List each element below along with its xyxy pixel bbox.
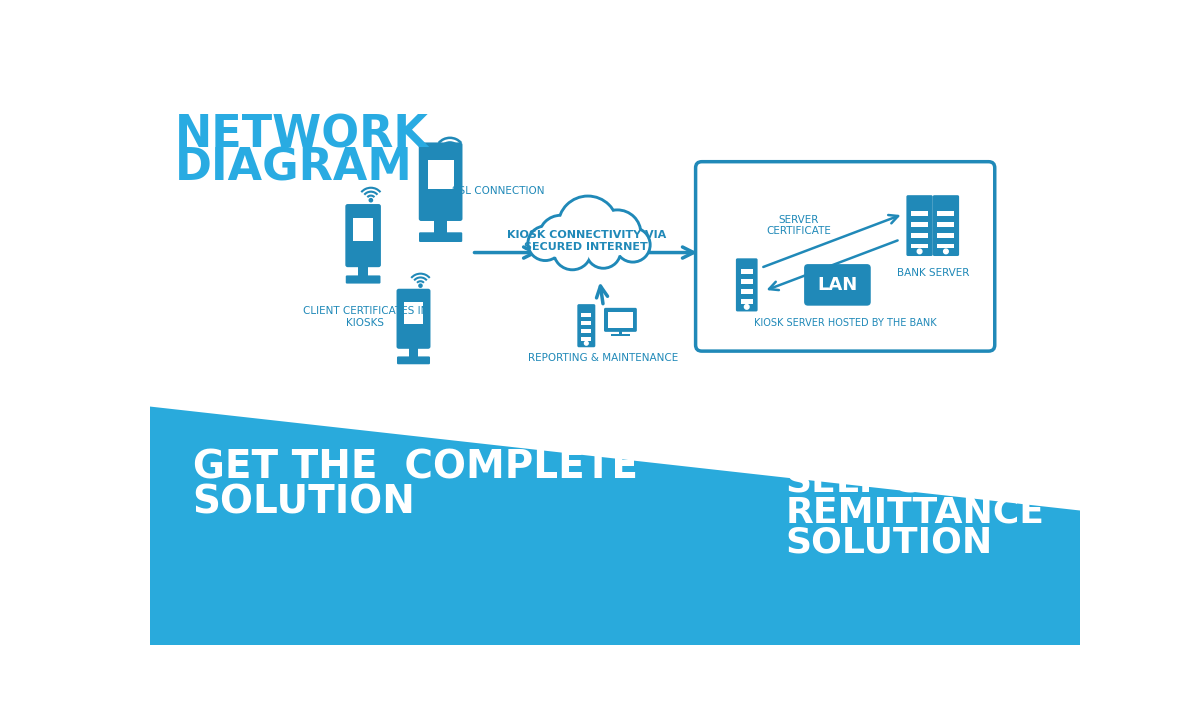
- Bar: [911, 233, 928, 238]
- Bar: [358, 263, 368, 276]
- Bar: [581, 329, 592, 333]
- Bar: [403, 302, 424, 324]
- Bar: [608, 312, 632, 328]
- Circle shape: [528, 226, 563, 260]
- Bar: [937, 222, 954, 227]
- Bar: [911, 222, 928, 227]
- Circle shape: [588, 235, 619, 267]
- Polygon shape: [150, 407, 1080, 645]
- Circle shape: [448, 151, 452, 154]
- Circle shape: [554, 233, 590, 268]
- Text: KIOSK CONNECTIVITY VIA
SECURED INTERNET: KIOSK CONNECTIVITY VIA SECURED INTERNET: [506, 231, 666, 252]
- Circle shape: [584, 341, 588, 345]
- Text: SOLUTION: SOLUTION: [786, 526, 992, 560]
- FancyBboxPatch shape: [346, 204, 380, 268]
- Text: REPORTING & MAINTENANCE: REPORTING & MAINTENANCE: [528, 352, 678, 362]
- Text: wavetec·: wavetec·: [786, 445, 860, 463]
- Text: SOLUTION: SOLUTION: [193, 484, 415, 521]
- FancyBboxPatch shape: [419, 232, 462, 242]
- Bar: [427, 160, 454, 189]
- Text: REMITTANCE: REMITTANCE: [786, 495, 1044, 529]
- Circle shape: [594, 210, 641, 257]
- Bar: [937, 212, 954, 216]
- Bar: [611, 334, 630, 336]
- Text: NETWORK: NETWORK: [175, 114, 428, 157]
- Bar: [618, 331, 623, 335]
- FancyBboxPatch shape: [396, 289, 431, 349]
- Bar: [740, 289, 752, 294]
- Circle shape: [370, 199, 372, 202]
- Text: SERVER
CERTIFICATE: SERVER CERTIFICATE: [767, 215, 832, 236]
- Bar: [581, 337, 592, 341]
- Bar: [937, 244, 954, 249]
- FancyBboxPatch shape: [604, 308, 637, 332]
- Circle shape: [587, 234, 620, 268]
- Text: GET THE  COMPLETE: GET THE COMPLETE: [193, 449, 637, 487]
- Text: SELF-SERVICE: SELF-SERVICE: [786, 464, 1069, 498]
- FancyBboxPatch shape: [346, 276, 380, 283]
- Circle shape: [616, 228, 650, 262]
- Text: BANK SERVER: BANK SERVER: [896, 268, 968, 278]
- Bar: [740, 299, 752, 304]
- Circle shape: [744, 304, 749, 309]
- Bar: [937, 233, 954, 238]
- Circle shape: [529, 228, 562, 259]
- Bar: [581, 321, 592, 325]
- Circle shape: [419, 284, 422, 287]
- FancyBboxPatch shape: [736, 258, 757, 312]
- Circle shape: [559, 197, 616, 254]
- FancyBboxPatch shape: [397, 357, 430, 364]
- Text: CLIENT CERTIFICATES IN
KIOSKS: CLIENT CERTIFICATES IN KIOSKS: [302, 307, 428, 328]
- Circle shape: [540, 217, 581, 257]
- Circle shape: [943, 249, 948, 254]
- Circle shape: [558, 196, 617, 255]
- FancyBboxPatch shape: [696, 162, 995, 351]
- FancyBboxPatch shape: [419, 142, 462, 221]
- Bar: [740, 269, 752, 274]
- Bar: [581, 313, 592, 317]
- FancyBboxPatch shape: [932, 195, 959, 256]
- Circle shape: [553, 233, 590, 270]
- Bar: [740, 279, 752, 283]
- Text: SSL CONNECTION: SSL CONNECTION: [452, 186, 545, 196]
- Circle shape: [617, 229, 649, 260]
- Bar: [434, 217, 448, 233]
- Text: LAN: LAN: [817, 276, 858, 294]
- FancyBboxPatch shape: [906, 195, 932, 256]
- Circle shape: [917, 249, 922, 254]
- Bar: [353, 218, 373, 241]
- Bar: [409, 345, 419, 357]
- FancyBboxPatch shape: [804, 264, 871, 306]
- FancyBboxPatch shape: [577, 304, 595, 347]
- Bar: [911, 244, 928, 249]
- Bar: [911, 212, 928, 216]
- Text: DIAGRAM: DIAGRAM: [175, 146, 413, 189]
- Circle shape: [595, 212, 640, 255]
- Circle shape: [539, 215, 582, 259]
- Text: KIOSK SERVER HOSTED BY THE BANK: KIOSK SERVER HOSTED BY THE BANK: [754, 318, 936, 328]
